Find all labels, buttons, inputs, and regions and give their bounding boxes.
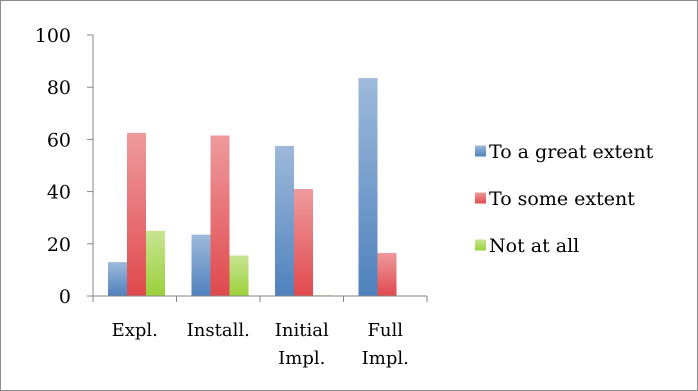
x-category-label: Expl. — [112, 320, 158, 341]
y-axis-ticks: 0 20 40 60 80 100 — [35, 25, 93, 308]
bar-to-a-great-extent-initial-impl — [275, 145, 294, 296]
y-tick-label: 100 — [35, 25, 71, 47]
y-tick-label: 40 — [47, 182, 71, 204]
legend-label-not-at-all: Not at all — [489, 235, 579, 257]
legend: To a great extent To some extent Not at al… — [475, 141, 654, 257]
bar-to-some-extent-expl — [127, 132, 146, 296]
x-category-label: Impl. — [278, 348, 325, 369]
legend-swatch-to-a-great-extent — [475, 145, 486, 157]
bar-not-at-all-expl — [146, 230, 165, 296]
x-category-label: Impl. — [362, 348, 409, 369]
bar-not-at-all-install — [229, 255, 249, 296]
bar-to-a-great-extent-expl — [108, 262, 127, 296]
bars — [108, 78, 397, 296]
x-category-label: Install. — [187, 320, 250, 341]
bar-to-some-extent-full-impl — [377, 252, 397, 296]
y-tick-label: 60 — [47, 129, 71, 151]
bar-to-some-extent-install — [210, 135, 230, 296]
bar-to-some-extent-initial-impl — [294, 188, 313, 296]
axes — [92, 35, 428, 302]
bar-to-a-great-extent-install — [191, 234, 211, 296]
x-category-label: Full — [367, 320, 403, 341]
bar-to-a-great-extent-full-impl — [358, 78, 378, 296]
legend-label-to-a-great-extent: To a great extent — [489, 141, 654, 163]
legend-swatch-to-some-extent — [475, 192, 486, 204]
y-tick-label: 20 — [47, 234, 71, 256]
legend-swatch-not-at-all — [475, 239, 486, 251]
legend-label-to-some-extent: To some extent — [489, 188, 635, 210]
y-tick-label: 0 — [59, 286, 71, 308]
x-axis-labels: Expl. Install. Initial Impl. Full Impl. — [112, 320, 409, 369]
y-tick-label: 80 — [47, 77, 71, 99]
x-category-label: Initial — [275, 320, 329, 341]
